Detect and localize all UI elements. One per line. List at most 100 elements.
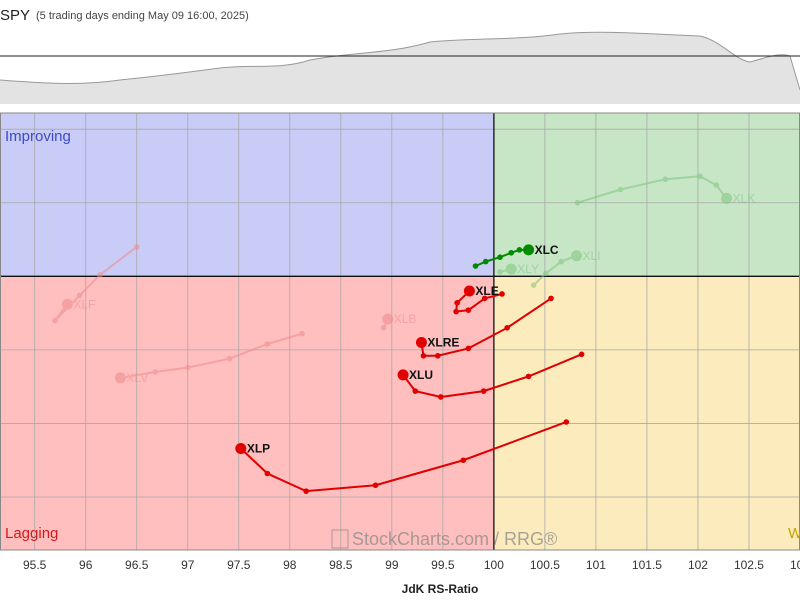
quadrant-lagging	[0, 276, 494, 550]
trail-head	[114, 372, 126, 384]
trail-point	[481, 295, 488, 302]
trail-point	[264, 470, 271, 477]
trail-point	[497, 254, 503, 260]
trail-head	[571, 250, 583, 262]
sector-label: XLK	[733, 192, 756, 206]
sector-trail: XLK	[574, 173, 756, 206]
trail-point	[465, 345, 472, 352]
trail-point	[548, 295, 554, 302]
trail-point	[372, 482, 379, 489]
trail-point	[563, 419, 570, 425]
sector-label: XLU	[409, 368, 433, 382]
trail-point	[434, 352, 441, 359]
watermark-icon	[331, 529, 349, 549]
trail-point	[558, 258, 565, 265]
x-tick-label: 99.5	[431, 558, 455, 572]
x-tick-label: 102.5	[734, 558, 764, 572]
quadrant-label-weakening: W	[788, 525, 800, 542]
x-axis-label: JdK RS-Ratio	[402, 582, 479, 596]
trail-point	[480, 388, 487, 394]
trail-point	[454, 300, 460, 306]
trail-point	[697, 173, 703, 180]
trail-point	[97, 272, 103, 278]
sector-label: XLC	[535, 243, 559, 257]
trail-point	[508, 249, 515, 256]
x-tick-label: 97.5	[227, 558, 251, 572]
trail-point	[133, 244, 140, 250]
trail-point	[472, 263, 479, 269]
sector-label: XLE	[475, 284, 498, 298]
trail-line	[120, 332, 303, 379]
x-tick-label: 101.5	[632, 558, 662, 572]
x-tick-label: 101	[586, 558, 606, 572]
trail-head	[463, 285, 475, 297]
trail-point	[530, 282, 537, 288]
sector-trail: XLY	[497, 262, 539, 276]
sector-label: XLRE	[427, 336, 459, 350]
x-tick-label: 100.5	[530, 558, 560, 572]
x-tick-label: 100	[484, 558, 504, 572]
trail-point	[465, 307, 472, 313]
plot: 95.5 96 96.5 97 97.5 98 98.5 99 99.5 100 100.5 101 1…	[0, 112, 800, 596]
quadrant-label-improving: Improving	[5, 128, 71, 145]
sector-trail: XLU	[397, 351, 585, 400]
x-tick-label: 95.5	[23, 558, 47, 572]
sector-label: XLB	[394, 312, 417, 326]
trail-line	[454, 290, 503, 313]
trail-point	[497, 269, 503, 275]
trail-point	[453, 308, 459, 315]
trail-point	[152, 369, 158, 375]
trail-head	[61, 298, 73, 310]
trail-point	[482, 258, 489, 265]
sector-trail: XLI	[530, 249, 601, 288]
watermark: StockCharts.com / RRG®	[352, 529, 557, 549]
trail-line	[402, 353, 583, 398]
sector-trail: XLE	[453, 284, 505, 315]
x-tick-label: 96	[79, 558, 93, 572]
trail-point	[299, 330, 305, 337]
trail-point	[412, 388, 419, 394]
trail-head	[235, 442, 247, 454]
trail-point	[420, 352, 427, 359]
trail-point	[52, 317, 58, 324]
trail-point	[713, 182, 720, 188]
sector-label: XLF	[73, 297, 95, 311]
x-tick-label: 99	[385, 558, 399, 572]
quadrant-label-lagging: Lagging	[5, 525, 58, 542]
sector-trail: XLF	[52, 244, 140, 324]
trail-point	[543, 270, 549, 277]
sector-trail: XLC	[472, 243, 559, 269]
trail-point	[578, 351, 585, 358]
x-tick-label: 97	[181, 558, 195, 572]
x-tick-label: 98	[283, 558, 297, 572]
trail-point	[516, 247, 523, 253]
quadrant-improving	[0, 113, 494, 277]
sector-trail: XLV	[114, 330, 305, 385]
trail-point	[574, 199, 581, 206]
trail-head	[523, 244, 535, 256]
trail-head	[397, 369, 409, 381]
sector-label: XLV	[126, 371, 148, 385]
trail-head	[505, 263, 517, 275]
trail-line	[240, 421, 567, 493]
x-tick-label: 102	[688, 558, 708, 572]
sector-label: XLI	[583, 249, 601, 263]
trail-point	[617, 186, 624, 193]
x-tick-label: 98.5	[329, 558, 353, 572]
trail-line	[532, 254, 577, 286]
x-tick-label: 96.5	[125, 558, 149, 572]
trail-head	[415, 337, 427, 349]
trail-point	[504, 325, 510, 331]
trail-point	[76, 292, 83, 299]
trail-point	[438, 394, 444, 400]
spy-symbol: SPY	[0, 7, 30, 24]
spy-area	[0, 32, 800, 104]
trail-point	[226, 355, 233, 362]
spy-line	[0, 31, 800, 91]
x-tick-label: 103	[790, 558, 800, 572]
trail-point	[499, 291, 505, 297]
sector-trail: XLB	[380, 312, 417, 331]
trail-point	[264, 341, 271, 347]
sector-label: XLY	[517, 262, 539, 276]
